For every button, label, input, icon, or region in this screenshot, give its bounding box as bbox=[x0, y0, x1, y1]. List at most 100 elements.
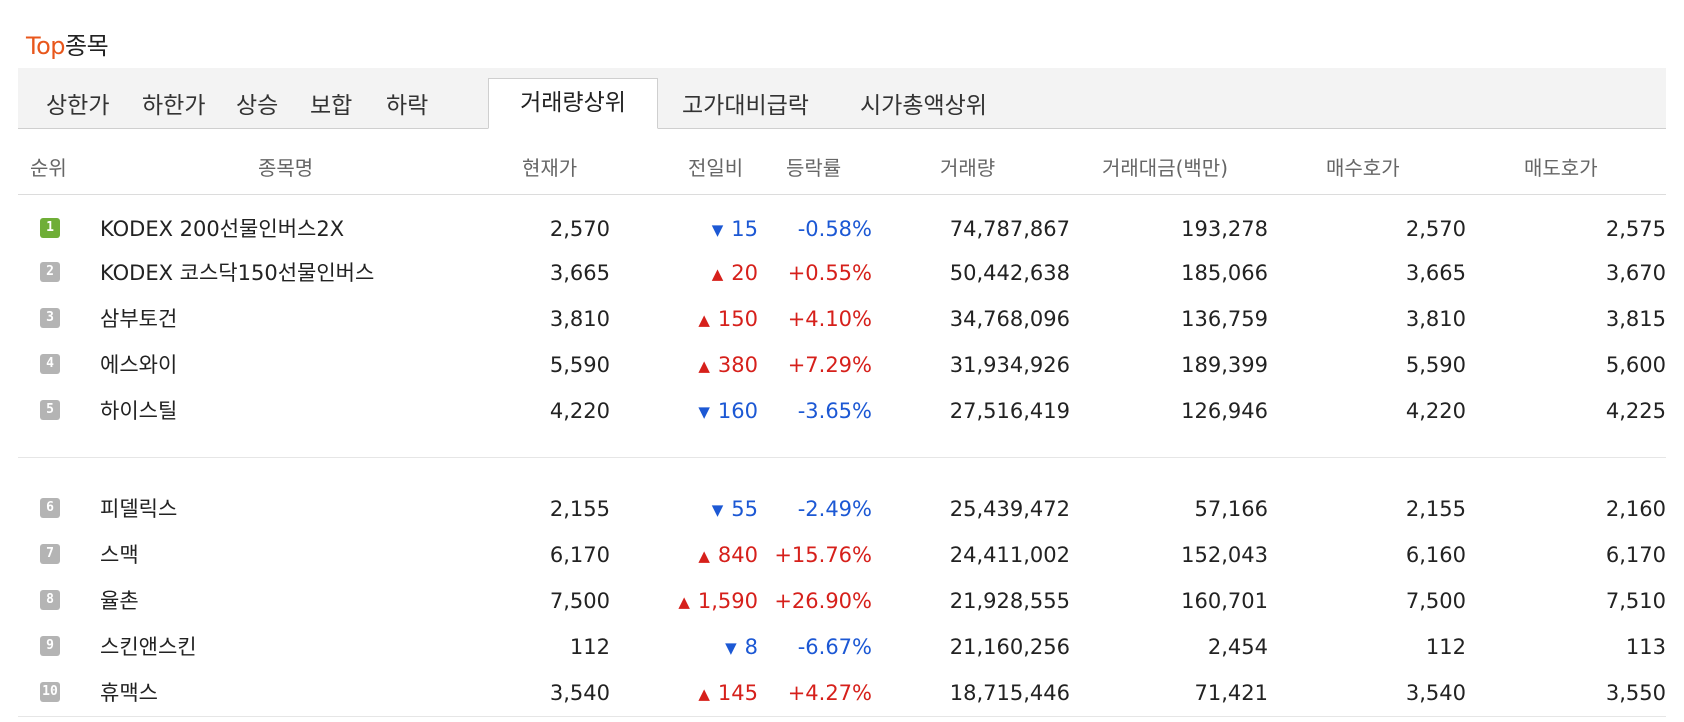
tab-upper-limit[interactable]: 상한가 bbox=[46, 93, 110, 119]
trade-amount: 185,066 bbox=[1181, 261, 1268, 285]
trade-volume: 31,934,926 bbox=[949, 353, 1070, 377]
tab-rise[interactable]: 상승 bbox=[236, 93, 279, 119]
change-value: ▲ 150 bbox=[620, 296, 758, 343]
trade-amount: 71,421 bbox=[1194, 681, 1268, 705]
ask-price: 3,815 bbox=[1605, 307, 1666, 331]
trade-amount: 152,043 bbox=[1181, 543, 1268, 567]
change-rate: -6.67% bbox=[797, 635, 872, 659]
ask-price: 113 bbox=[1625, 635, 1666, 659]
trade-amount: 57,166 bbox=[1194, 497, 1268, 521]
triangle-up-icon: ▲ bbox=[711, 265, 724, 283]
stock-name-link[interactable]: 스맥 bbox=[100, 543, 139, 567]
header-rank: 순위 bbox=[30, 156, 67, 180]
change-amount: 55 bbox=[731, 497, 758, 521]
change-value: ▲ 380 bbox=[620, 342, 758, 389]
table-row[interactable]: 2 KODEX 코스닥150선물인버스 3,665 ▲ 20 +0.55% 50,442,6… bbox=[0, 250, 1684, 296]
trade-volume: 27,516,419 bbox=[949, 399, 1070, 423]
group-divider bbox=[18, 457, 1666, 458]
table-row[interactable]: 5 하이스틸 4,220 ▼ 160 -3.65% 27,516,419 126,946 4,2… bbox=[0, 388, 1684, 434]
current-price: 6,170 bbox=[549, 543, 610, 567]
current-price: 3,665 bbox=[549, 261, 610, 285]
table-row[interactable]: 1 KODEX 200선물인버스2X 2,570 ▼ 15 -0.58% 74,787,86… bbox=[0, 206, 1684, 252]
ask-price: 3,550 bbox=[1605, 681, 1666, 705]
tab-fall[interactable]: 하락 bbox=[386, 93, 429, 119]
change-amount: 150 bbox=[717, 307, 758, 331]
stock-name-link[interactable]: 에스와이 bbox=[100, 353, 178, 377]
rank-badge: 4 bbox=[40, 354, 60, 374]
rank-badge: 2 bbox=[40, 262, 60, 282]
stock-name-link[interactable]: 하이스틸 bbox=[100, 399, 178, 423]
tab-lower-limit[interactable]: 하한가 bbox=[142, 93, 206, 119]
table-row[interactable]: 10 휴맥스 3,540 ▲ 145 +4.27% 18,715,446 71,421 3,54… bbox=[0, 670, 1684, 716]
change-amount: 15 bbox=[731, 217, 758, 241]
ask-price: 3,670 bbox=[1605, 261, 1666, 285]
triangle-up-icon: ▲ bbox=[698, 311, 710, 329]
stock-name-link[interactable]: 피델릭스 bbox=[100, 497, 178, 521]
triangle-up-icon: ▲ bbox=[678, 593, 690, 611]
change-value: ▼ 160 bbox=[620, 388, 758, 435]
ask-price: 7,510 bbox=[1605, 589, 1666, 613]
ask-price: 2,160 bbox=[1605, 497, 1666, 521]
stock-name-link[interactable]: KODEX 코스닥150선물인버스 bbox=[100, 261, 375, 285]
change-amount: 20 bbox=[731, 261, 758, 285]
current-price: 2,155 bbox=[549, 497, 610, 521]
table-row[interactable]: 9 스킨앤스킨 112 ▼ 8 -6.67% 21,160,256 2,454 112 113 bbox=[0, 624, 1684, 670]
table-bottom-border bbox=[18, 716, 1666, 717]
change-value: ▲ 840 bbox=[620, 532, 758, 579]
table-row[interactable]: 7 스맥 6,170 ▲ 840 +15.76% 24,411,002 152,043 6,16… bbox=[0, 532, 1684, 578]
triangle-down-icon: ▼ bbox=[711, 221, 724, 239]
change-value: ▲ 1,590 bbox=[620, 578, 758, 625]
trade-volume: 21,160,256 bbox=[949, 635, 1070, 659]
change-value: ▲ 145 bbox=[620, 670, 758, 717]
rank-badge: 3 bbox=[40, 308, 60, 328]
trade-volume: 25,439,472 bbox=[949, 497, 1070, 521]
header-name: 종목명 bbox=[258, 156, 314, 180]
change-rate: -0.58% bbox=[797, 217, 872, 241]
bid-price: 5,590 bbox=[1405, 353, 1466, 377]
change-rate: +26.90% bbox=[774, 589, 872, 613]
table-row[interactable]: 8 율촌 7,500 ▲ 1,590 +26.90% 21,928,555 160,701 7,… bbox=[0, 578, 1684, 624]
change-value: ▼ 8 bbox=[620, 624, 758, 671]
section-title: Top종목 bbox=[26, 26, 109, 61]
current-price: 4,220 bbox=[549, 399, 610, 423]
tab-volume-top[interactable]: 거래량상위 bbox=[488, 78, 658, 129]
change-rate: +4.10% bbox=[787, 307, 872, 331]
triangle-down-icon: ▼ bbox=[725, 639, 737, 657]
tab-flat[interactable]: 보합 bbox=[310, 93, 353, 119]
tab-drop-from-high[interactable]: 고가대비급락 bbox=[682, 93, 809, 119]
change-rate: +4.27% bbox=[787, 681, 872, 705]
stock-name-link[interactable]: 율촌 bbox=[100, 589, 139, 613]
ask-price: 4,225 bbox=[1605, 399, 1666, 423]
trade-amount: 126,946 bbox=[1181, 399, 1268, 423]
table-row[interactable]: 4 에스와이 5,590 ▲ 380 +7.29% 31,934,926 189,399 5,5… bbox=[0, 342, 1684, 388]
rank-badge: 1 bbox=[40, 218, 60, 238]
table-row[interactable]: 6 피델릭스 2,155 ▼ 55 -2.49% 25,439,472 57,166 2,155… bbox=[0, 486, 1684, 532]
stock-name-link[interactable]: 휴맥스 bbox=[100, 681, 158, 705]
bid-price: 3,810 bbox=[1405, 307, 1466, 331]
bid-price: 4,220 bbox=[1405, 399, 1466, 423]
bid-price: 112 bbox=[1425, 635, 1466, 659]
change-value: ▼ 15 bbox=[620, 206, 758, 253]
trade-amount: 193,278 bbox=[1181, 217, 1268, 241]
change-rate: +15.76% bbox=[774, 543, 872, 567]
change-rate: +0.55% bbox=[787, 261, 872, 285]
rank-badge: 5 bbox=[40, 400, 60, 420]
header-change: 전일비 bbox=[688, 156, 744, 180]
trade-amount: 136,759 bbox=[1181, 307, 1268, 331]
rank-badge: 10 bbox=[40, 682, 60, 702]
current-price: 112 bbox=[569, 635, 610, 659]
ask-price: 6,170 bbox=[1605, 543, 1666, 567]
tab-market-cap[interactable]: 시가총액상위 bbox=[860, 93, 987, 119]
title-accent: Top bbox=[26, 32, 66, 60]
header-bid: 매수호가 bbox=[1326, 156, 1400, 180]
rank-badge: 7 bbox=[40, 544, 60, 564]
change-amount: 1,590 bbox=[697, 589, 758, 613]
trade-amount: 189,399 bbox=[1181, 353, 1268, 377]
change-amount: 840 bbox=[717, 543, 758, 567]
stock-name-link[interactable]: 삼부토건 bbox=[100, 307, 178, 331]
bid-price: 2,155 bbox=[1405, 497, 1466, 521]
bid-price: 7,500 bbox=[1405, 589, 1466, 613]
stock-name-link[interactable]: KODEX 200선물인버스2X bbox=[100, 217, 345, 241]
stock-name-link[interactable]: 스킨앤스킨 bbox=[100, 635, 197, 659]
table-row[interactable]: 3 삼부토건 3,810 ▲ 150 +4.10% 34,768,096 136,759 3,8… bbox=[0, 296, 1684, 342]
